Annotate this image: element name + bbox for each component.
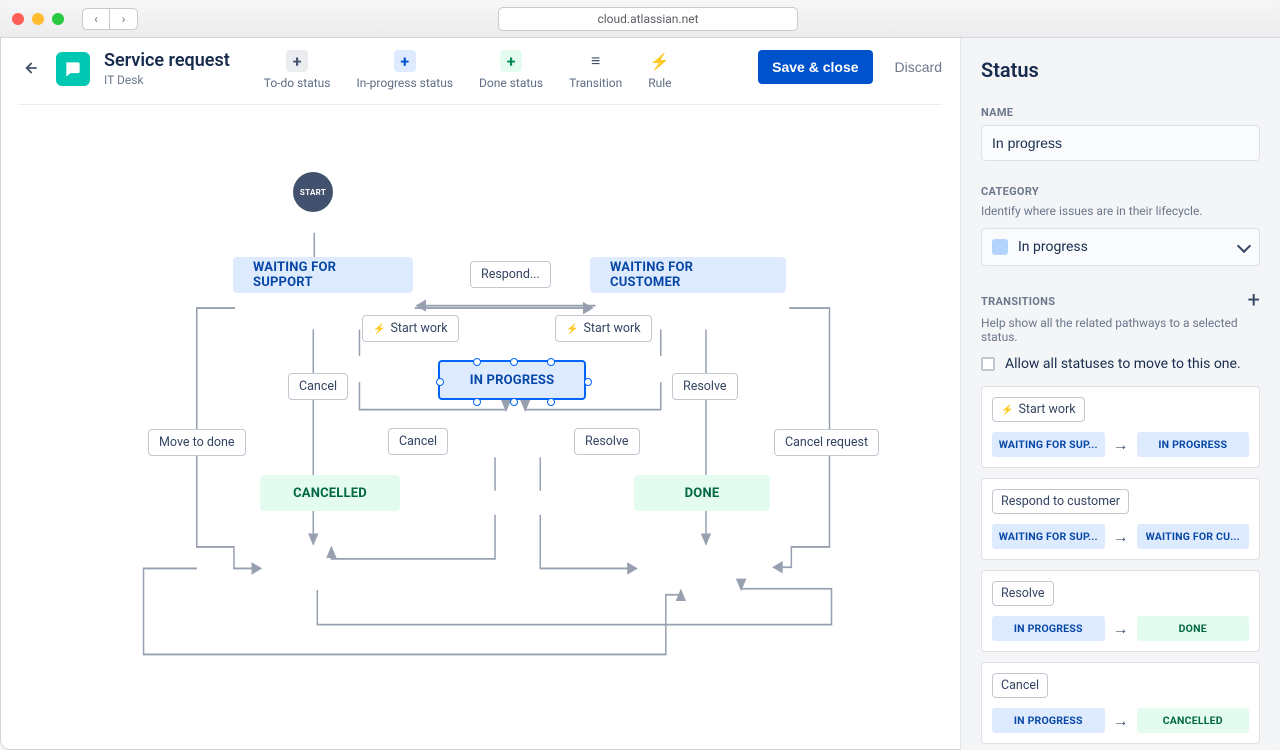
minimize-window-icon[interactable]: [32, 13, 44, 25]
workflow-canvas[interactable]: START WAITING FOR SUPPORT WAITING FOR CUST…: [18, 105, 942, 750]
toolbar-icon: +: [286, 50, 308, 72]
rule-icon: [566, 321, 578, 336]
selection-handle[interactable]: [510, 358, 518, 366]
add-transition-button[interactable]: +: [1248, 290, 1260, 312]
selection-handle[interactable]: [473, 358, 481, 366]
selection-handle[interactable]: [473, 398, 481, 406]
transition-to-status: DONE: [1137, 616, 1250, 641]
transition-from-status: WAITING FOR SUP...: [992, 432, 1105, 457]
allow-all-checkbox[interactable]: [981, 357, 995, 371]
arrow-right-icon: →: [1113, 527, 1129, 547]
workflow-node-cancel[interactable]: CANCELLED: [260, 475, 400, 511]
toolbar-transition[interactable]: ≡ Transition: [569, 50, 622, 90]
transition-to-status: IN PROGRESS: [1137, 432, 1250, 457]
transition-label[interactable]: Start work: [362, 315, 459, 342]
transition-name: Start work: [992, 397, 1085, 422]
transition-card[interactable]: Resolve IN PROGRESS → DONE: [981, 570, 1260, 652]
workflow-node-ip[interactable]: IN PROGRESS: [438, 360, 586, 400]
window-controls[interactable]: [12, 13, 64, 25]
category-field-label: CATEGORY: [981, 185, 1260, 198]
toolbar-label: Done status: [479, 76, 543, 90]
toolbar-label: Transition: [569, 76, 622, 90]
workflow-node-done[interactable]: DONE: [634, 475, 770, 511]
transition-label[interactable]: Cancel: [288, 373, 348, 400]
transition-label[interactable]: Start work: [555, 315, 652, 342]
toolbar-label: Rule: [648, 76, 671, 90]
rule-icon: [1001, 402, 1013, 417]
transition-name: Respond to customer: [992, 489, 1129, 514]
category-color-chip: [992, 239, 1008, 255]
toolbar-icon: +: [394, 50, 416, 72]
status-details-sidebar: Status NAME CATEGORY Identify where issu…: [960, 38, 1280, 750]
transition-from-status: IN PROGRESS: [992, 708, 1105, 733]
status-name-input[interactable]: [981, 125, 1260, 161]
transition-card[interactable]: Cancel IN PROGRESS → CANCELLED: [981, 662, 1260, 744]
category-help-text: Identify where issues are in their lifec…: [981, 204, 1260, 218]
allow-all-checkbox-row[interactable]: Allow all statuses to move to this one.: [981, 356, 1260, 372]
transition-label[interactable]: Resolve: [672, 373, 738, 400]
transitions-label: TRANSITIONS: [981, 295, 1055, 308]
transition-card[interactable]: Respond to customer WAITING FOR SUP... →…: [981, 478, 1260, 560]
selection-handle[interactable]: [584, 378, 592, 386]
maximize-window-icon[interactable]: [52, 13, 64, 25]
transition-label[interactable]: Cancel request: [774, 429, 879, 456]
transition-name: Cancel: [992, 673, 1048, 698]
transition-label[interactable]: Resolve: [574, 428, 640, 455]
arrow-right-icon: →: [1113, 435, 1129, 455]
back-arrow-icon[interactable]: [18, 56, 42, 80]
nav-buttons: ‹ ›: [82, 8, 138, 30]
selection-handle[interactable]: [436, 378, 444, 386]
transition-from-status: IN PROGRESS: [992, 616, 1105, 641]
chevron-down-icon: [1239, 239, 1249, 255]
toolbar-icon: ≡: [585, 50, 607, 72]
close-window-icon[interactable]: [12, 13, 24, 25]
category-select[interactable]: In progress: [981, 228, 1260, 266]
workflow-node-start[interactable]: START: [293, 172, 333, 212]
selection-handle[interactable]: [510, 398, 518, 406]
toolbar-to-do-status[interactable]: + To-do status: [264, 50, 331, 90]
toolbar-icon: ⚡: [649, 50, 671, 72]
arrow-right-icon: →: [1113, 619, 1129, 639]
selection-handle[interactable]: [547, 358, 555, 366]
arrow-right-icon: →: [1113, 711, 1129, 731]
toolbar-label: In-progress status: [356, 76, 453, 90]
allow-all-label: Allow all statuses to move to this one.: [1005, 356, 1241, 372]
workflow-node-ws[interactable]: WAITING FOR SUPPORT: [233, 257, 413, 293]
nav-back-button[interactable]: ‹: [82, 8, 110, 30]
project-name: IT Desk: [104, 73, 230, 87]
discard-button[interactable]: Discard: [895, 59, 942, 75]
selection-handle[interactable]: [547, 398, 555, 406]
toolbar-icon: +: [500, 50, 522, 72]
name-field-label: NAME: [981, 106, 1260, 119]
toolbar-done-status[interactable]: + Done status: [479, 50, 543, 90]
page-title: Service request: [104, 50, 230, 71]
transition-label[interactable]: Cancel: [388, 428, 448, 455]
sidebar-title: Status: [981, 58, 1260, 82]
browser-titlebar: ‹ › cloud.atlassian.net: [0, 0, 1280, 38]
toolbar-rule[interactable]: ⚡ Rule: [648, 50, 671, 90]
transition-label[interactable]: Move to done: [148, 429, 246, 456]
transition-card[interactable]: Start work WAITING FOR SUP... → IN PROGR…: [981, 386, 1260, 468]
url-field[interactable]: cloud.atlassian.net: [498, 7, 798, 31]
toolbar-label: To-do status: [264, 76, 331, 90]
toolbar-in-progress-status[interactable]: + In-progress status: [356, 50, 453, 90]
nav-forward-button[interactable]: ›: [110, 8, 138, 30]
transition-to-status: WAITING FOR CU...: [1137, 524, 1250, 549]
transition-from-status: WAITING FOR SUP...: [992, 524, 1105, 549]
rule-icon: [373, 321, 385, 336]
category-value: In progress: [1018, 239, 1088, 255]
save-and-close-button[interactable]: Save & close: [758, 50, 872, 84]
workflow-node-wc[interactable]: WAITING FOR CUSTOMER: [590, 257, 786, 293]
transition-label[interactable]: Respond...: [470, 261, 551, 288]
transitions-help-text: Help show all the related pathways to a …: [981, 316, 1260, 344]
transition-name: Resolve: [992, 581, 1054, 606]
workflow-header: Service request IT Desk + To-do status+ …: [18, 50, 942, 105]
project-avatar-icon: [56, 52, 90, 86]
transition-to-status: CANCELLED: [1137, 708, 1250, 733]
